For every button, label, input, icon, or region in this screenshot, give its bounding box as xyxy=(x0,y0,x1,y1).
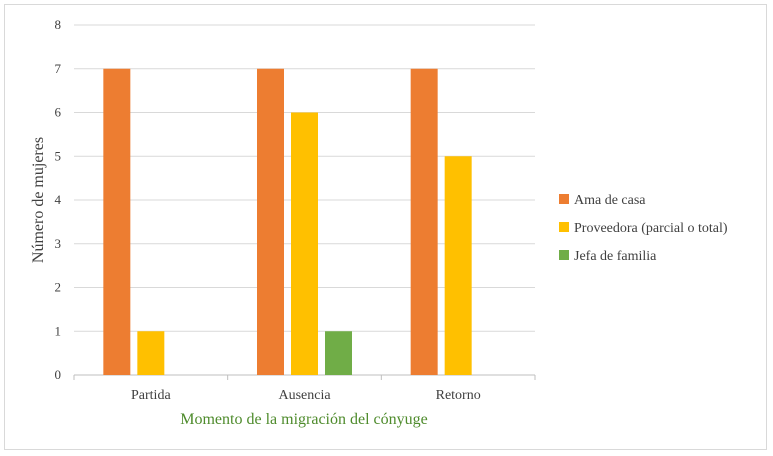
y-tick-label: 5 xyxy=(55,148,62,163)
y-axis-label: Número de mujeres xyxy=(30,137,47,263)
y-tick-label: 3 xyxy=(55,236,62,251)
legend-swatch xyxy=(559,222,569,232)
bar-ama-de-casa-retorno xyxy=(410,68,438,375)
bar-ama-de-casa-partida xyxy=(103,68,131,375)
y-tick-label: 2 xyxy=(55,280,62,295)
legend-swatch xyxy=(559,194,569,204)
bar-proveedora-parcial-o-total-ausencia xyxy=(291,112,318,375)
bar-ama-de-casa-ausencia xyxy=(257,68,284,375)
chart-frame xyxy=(4,4,767,450)
x-category-label: Ausencia xyxy=(278,388,331,403)
legend-label: Proveedora (parcial o total) xyxy=(574,221,728,236)
bar-proveedora-parcial-o-total-retorno xyxy=(444,156,472,375)
bars xyxy=(103,68,472,375)
y-tick-label: 1 xyxy=(55,323,62,338)
y-tick-labels: 0 1 2 3 4 5 6 7 8 xyxy=(55,17,62,382)
y-tick-label: 6 xyxy=(55,105,62,120)
legend: Ama de casa Proveedora (parcial o total) J… xyxy=(559,193,728,264)
legend-swatch xyxy=(559,250,569,260)
y-tick-label: 8 xyxy=(55,17,62,32)
legend-label: Ama de casa xyxy=(574,193,646,208)
y-tick-label: 7 xyxy=(55,61,62,76)
x-category-labels: Partida Ausencia Retorno xyxy=(131,388,481,403)
x-category-label: Partida xyxy=(131,388,171,403)
x-axis-label: Momento de la migración del cónyuge xyxy=(180,411,427,428)
y-tick-label: 0 xyxy=(55,367,62,382)
legend-label: Jefa de familia xyxy=(574,249,657,264)
bar-jefa-de-familia-ausencia xyxy=(325,331,352,375)
bar-proveedora-parcial-o-total-partida xyxy=(137,331,165,375)
y-tick-label: 4 xyxy=(55,192,62,207)
x-category-label: Retorno xyxy=(436,388,481,403)
